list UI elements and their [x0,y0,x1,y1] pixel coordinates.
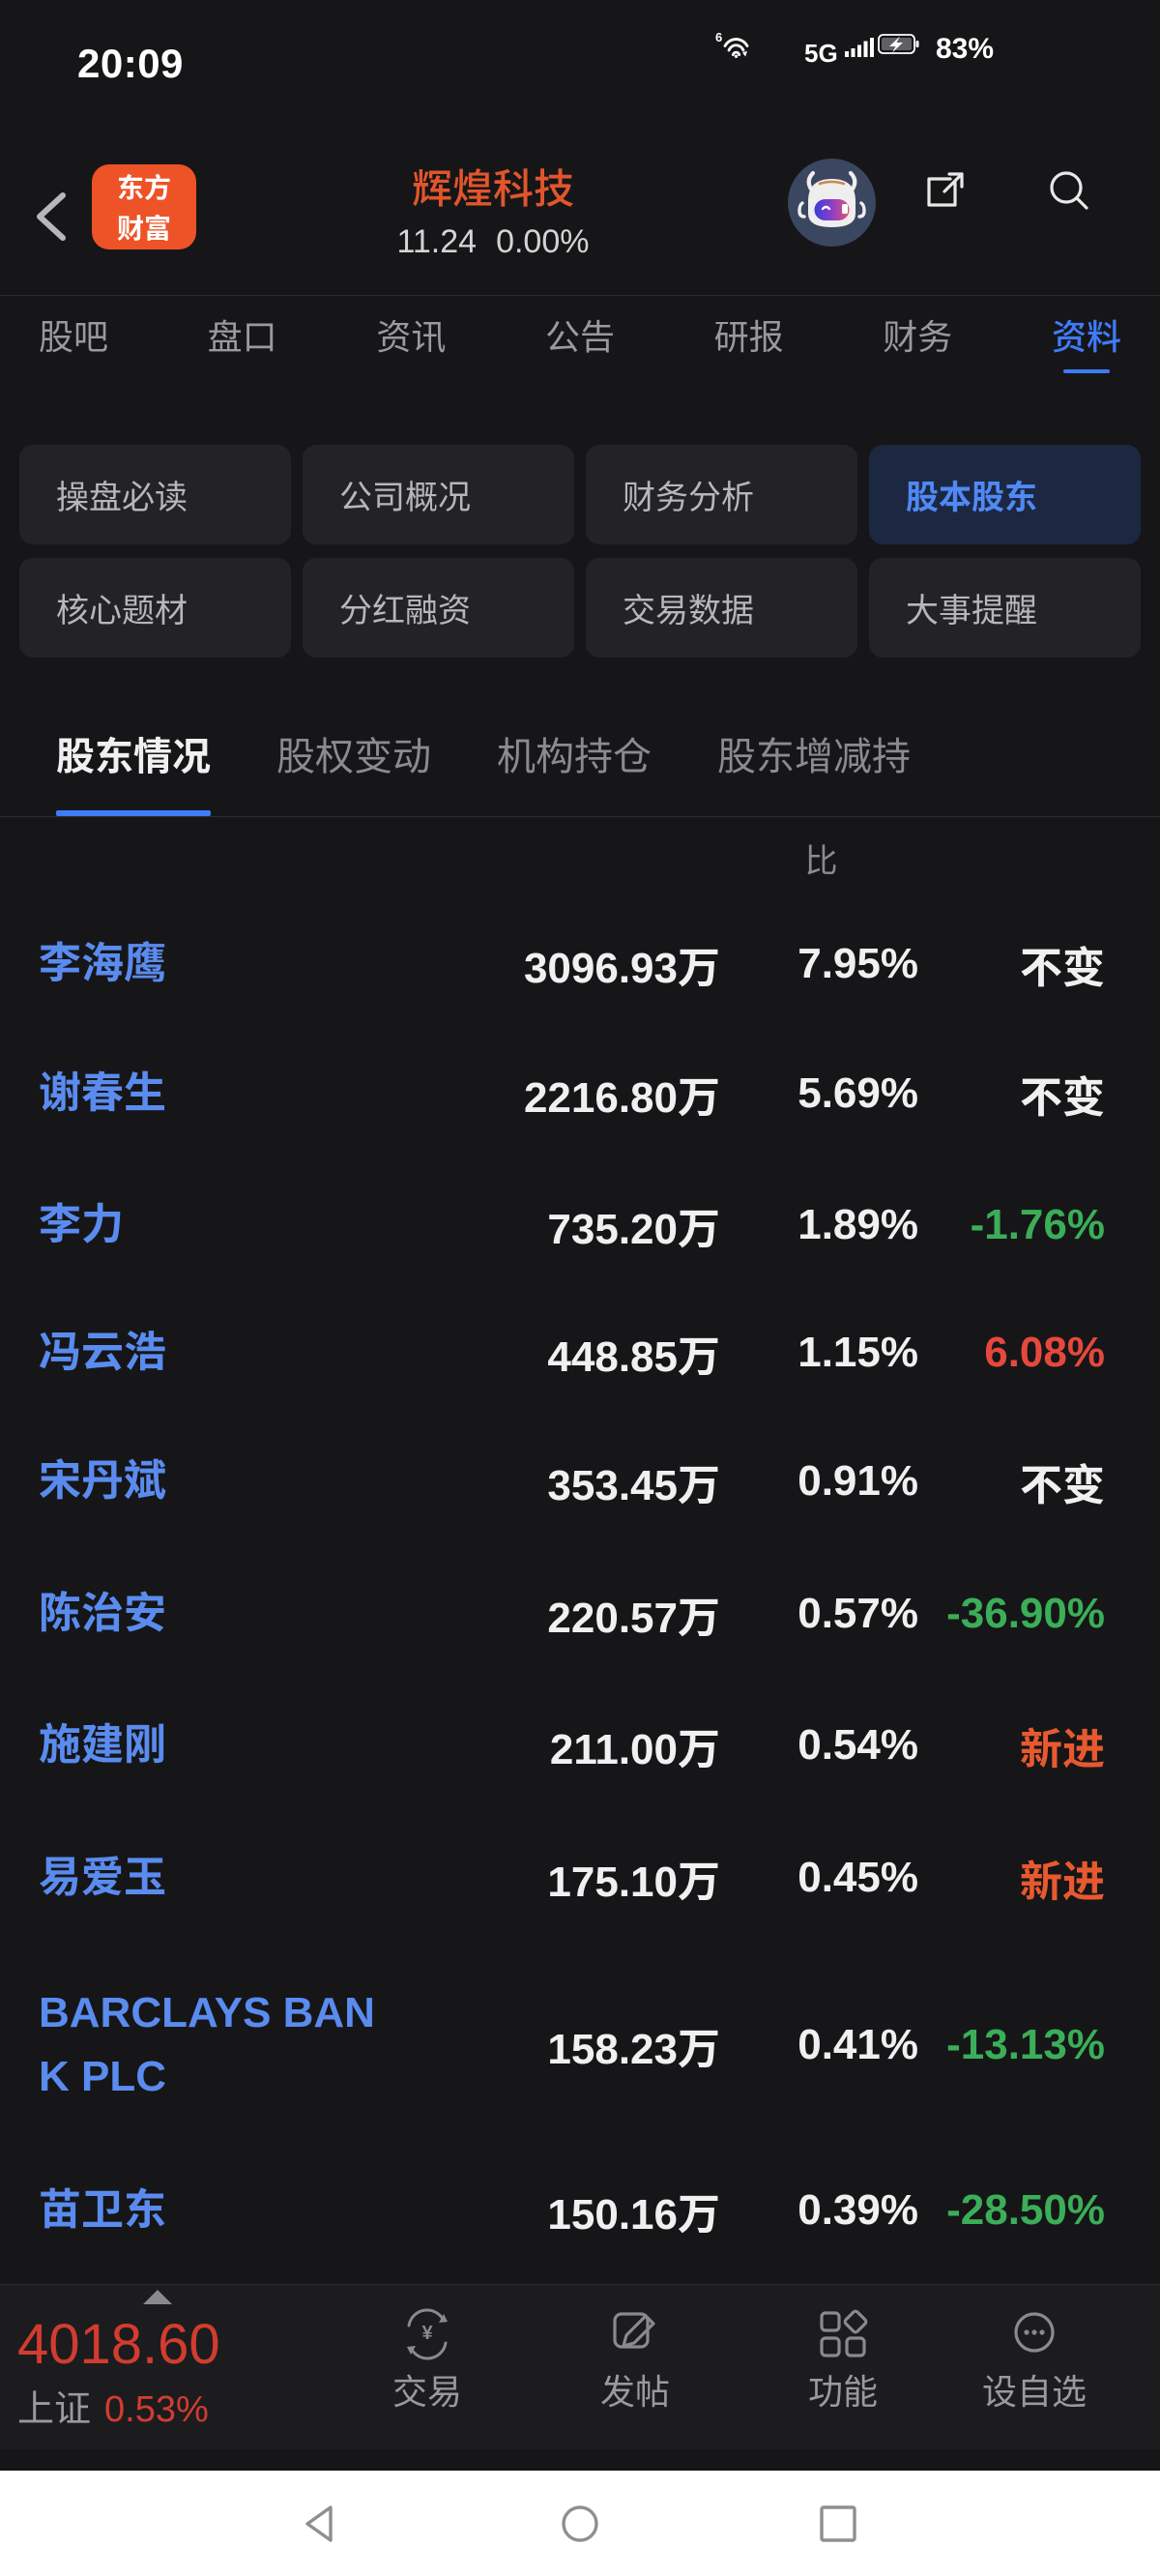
svg-text:¥: ¥ [421,2323,433,2344]
